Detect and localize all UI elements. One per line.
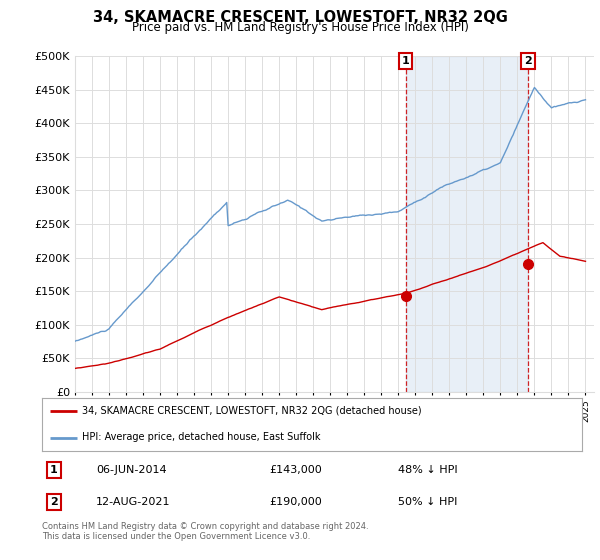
Text: 34, SKAMACRE CRESCENT, LOWESTOFT, NR32 2QG (detached house): 34, SKAMACRE CRESCENT, LOWESTOFT, NR32 2… xyxy=(83,406,422,416)
Text: 48% ↓ HPI: 48% ↓ HPI xyxy=(398,465,458,475)
Text: 2: 2 xyxy=(50,497,58,507)
Text: 1: 1 xyxy=(50,465,58,475)
Text: Contains HM Land Registry data © Crown copyright and database right 2024.
This d: Contains HM Land Registry data © Crown c… xyxy=(42,522,368,542)
Text: 2: 2 xyxy=(524,56,532,66)
Text: 12-AUG-2021: 12-AUG-2021 xyxy=(96,497,170,507)
Text: 34, SKAMACRE CRESCENT, LOWESTOFT, NR32 2QG: 34, SKAMACRE CRESCENT, LOWESTOFT, NR32 2… xyxy=(92,10,508,25)
Text: HPI: Average price, detached house, East Suffolk: HPI: Average price, detached house, East… xyxy=(83,432,321,442)
Bar xyxy=(406,56,528,392)
Text: £190,000: £190,000 xyxy=(269,497,322,507)
Text: Price paid vs. HM Land Registry's House Price Index (HPI): Price paid vs. HM Land Registry's House … xyxy=(131,21,469,34)
Text: 06-JUN-2014: 06-JUN-2014 xyxy=(96,465,167,475)
Text: 50% ↓ HPI: 50% ↓ HPI xyxy=(398,497,458,507)
Text: £143,000: £143,000 xyxy=(269,465,322,475)
Text: 1: 1 xyxy=(402,56,410,66)
